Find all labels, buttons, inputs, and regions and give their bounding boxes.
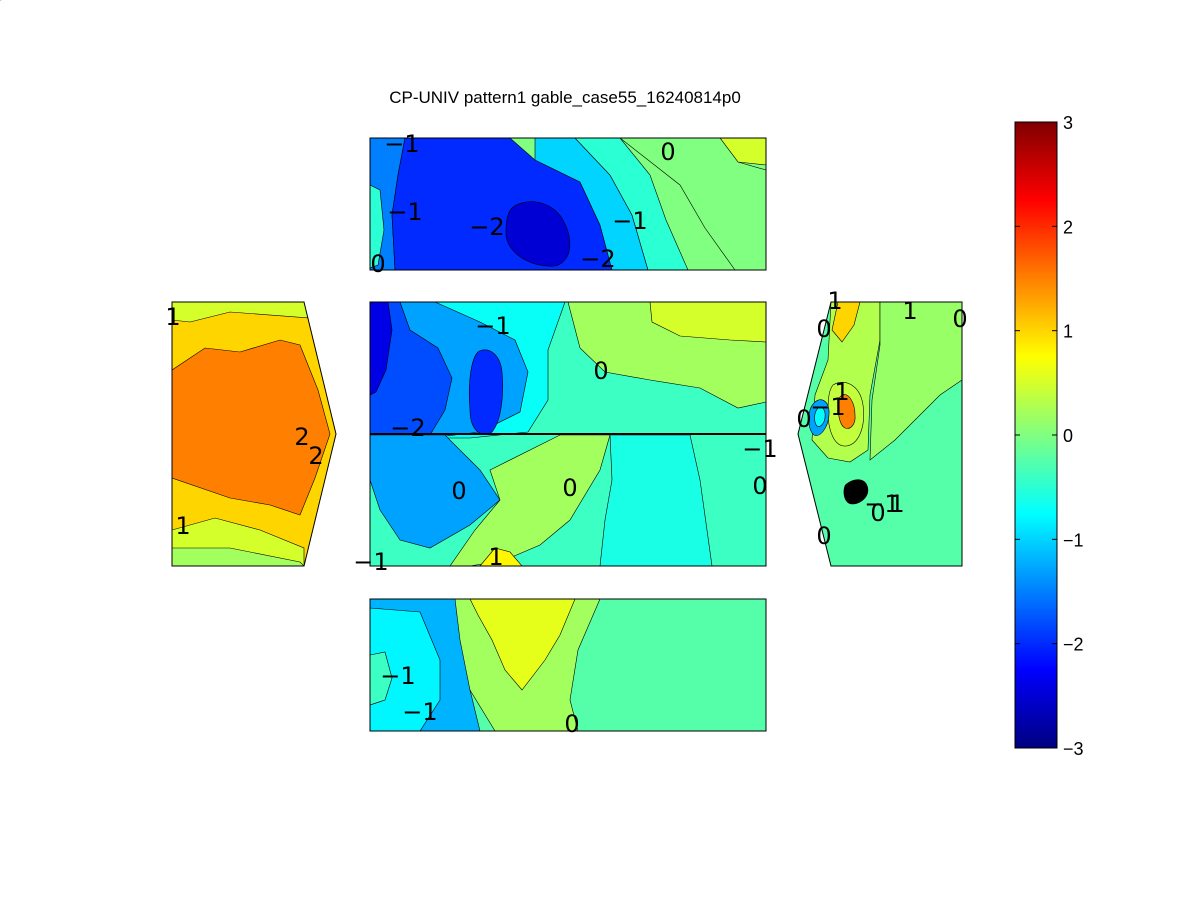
contour-label: 0 [0, 0, 8, 6]
contour-label: 0 [593, 357, 608, 385]
contour-label: 0 [796, 405, 811, 433]
colorbar-tick-label: −1 [1063, 530, 1084, 550]
colorbar-ticks: −3 −2 −1 0 1 2 3 [1015, 113, 1084, 759]
contour-label: −2 [390, 414, 425, 442]
contour-region [370, 607, 441, 731]
panel-frame-top [369, 137, 767, 271]
colorbar-tick-label: 2 [1063, 217, 1073, 237]
wall-windward-panel [370, 302, 766, 566]
contour-region [172, 547, 305, 566]
contour-region [814, 406, 826, 427]
contour-region [505, 201, 571, 267]
colorbar-gradient [1014, 121, 1058, 749]
contour-label: 0 [816, 315, 831, 343]
contour-label: −1 [353, 548, 388, 576]
contour-label: 2 [308, 442, 323, 470]
contour-label: −1 [387, 198, 422, 226]
contour-label: 1 [902, 297, 917, 325]
panel-frames [171, 137, 963, 732]
contour-label: 0 [870, 499, 885, 527]
roof-windward-panel [370, 138, 766, 270]
contour-region [469, 599, 576, 691]
contour-label: −2 [580, 245, 615, 273]
contour-region [649, 302, 766, 343]
contour-region [599, 434, 713, 566]
panel-frame-center [369, 301, 767, 567]
contour-region [172, 302, 311, 323]
chart-title: CP-UNIV pattern1 gable_case55_16240814p0 [389, 88, 741, 107]
contour-label: 0 [562, 474, 577, 502]
colorbar-tick-label: 1 [1063, 322, 1073, 342]
wall-left-gable-panel [172, 302, 336, 566]
contour-label: −1 [0, 0, 18, 6]
contour-label: 1 [165, 303, 180, 331]
contour-label: 0 [370, 250, 385, 278]
contour-region [370, 651, 393, 706]
contour-region [831, 302, 861, 343]
contour-label: −1 [742, 435, 777, 463]
contour-label: −1 [810, 393, 845, 421]
panel-frame-right [797, 301, 963, 567]
contour-label: 2 [294, 423, 309, 451]
contour-region [869, 302, 962, 461]
colorbar: −3 −2 −1 0 1 2 3 [1014, 113, 1084, 759]
contour-region [837, 394, 856, 429]
contour-label: 0 [451, 477, 466, 505]
panel-frame-bottom [369, 598, 767, 732]
contour-region [479, 547, 523, 566]
contour-label: 1 [488, 543, 503, 571]
contour-region [574, 138, 689, 270]
contour-label: 1 [889, 490, 904, 518]
colorbar-tick-label: −2 [1063, 635, 1084, 655]
contour-label: 0 [816, 522, 831, 550]
contour-label: 0 [952, 305, 967, 333]
contour-region [172, 339, 331, 516]
contour-label: −1 [864, 490, 899, 518]
contour-region [619, 138, 766, 270]
contour-label: 1 [834, 378, 849, 406]
contour-region [370, 302, 393, 396]
roof-leeward-panel [370, 599, 766, 731]
contour-label: 1 [827, 287, 842, 315]
contour-label: 1 [175, 512, 190, 540]
colorbar-tick-label: 0 [1063, 426, 1073, 446]
contour-region [370, 184, 385, 269]
contour-label: −1 [380, 662, 415, 690]
colorbar-tick-label: 3 [1063, 113, 1073, 133]
contour-label: −1 [612, 207, 647, 235]
contour-label: −1 [402, 698, 437, 726]
colorbar-tick-label: −3 [1063, 739, 1084, 759]
contour-label: −1 [384, 130, 419, 158]
contour-region [468, 349, 503, 436]
contour-region [370, 434, 501, 549]
panel-frame-left [171, 301, 337, 567]
contour-label: 0 [564, 710, 579, 738]
contour-region [843, 479, 869, 505]
contour-label: −1 [0, 0, 18, 6]
contour-label: 0 [660, 138, 675, 166]
wall-right-gable-panel [798, 302, 962, 566]
contour-label: −2 [469, 213, 504, 241]
contour-label: 0 [752, 472, 767, 500]
contour-label: −1 [475, 312, 510, 340]
